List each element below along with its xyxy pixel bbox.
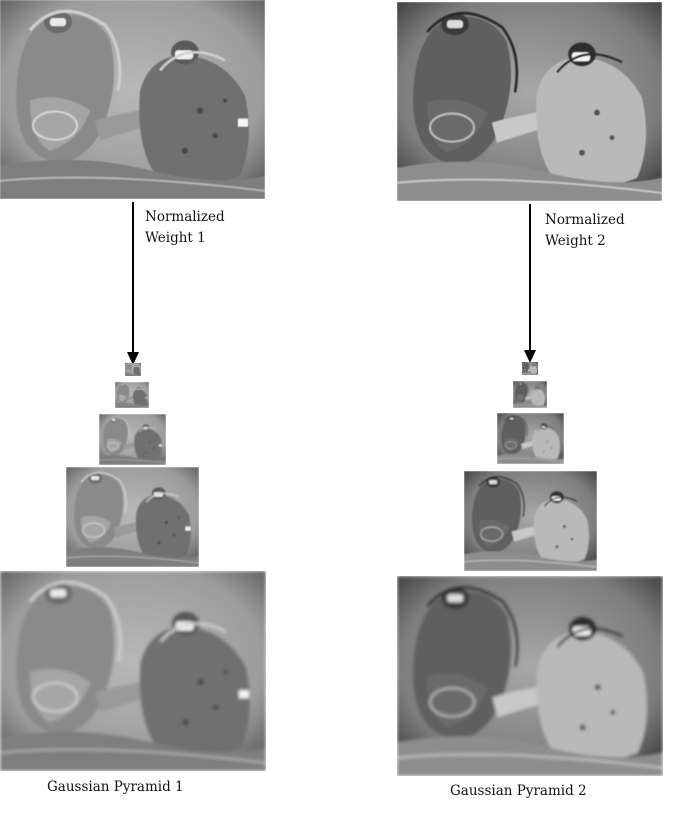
weight-1-label-line1: Normalized bbox=[145, 209, 225, 225]
pyramid-1-level-1-image bbox=[0, 571, 266, 771]
pyramid-2-level-4-image bbox=[513, 381, 547, 408]
weight-1-label-line2: Weight 1 bbox=[145, 230, 206, 246]
down-arrow-1 bbox=[127, 202, 139, 365]
weight-1-label: Normalized Weight 1 bbox=[145, 207, 225, 249]
pyramid-2-level-5-image bbox=[522, 362, 538, 375]
pyramid-2-level-5 bbox=[522, 362, 538, 375]
pyramid-1-level-2-image bbox=[66, 467, 199, 567]
normalized-weight-1-image bbox=[0, 0, 265, 199]
pyramid-1-level-2 bbox=[66, 467, 199, 567]
pyramid-1-level-5 bbox=[125, 363, 141, 376]
pyramid-1-level-4-image bbox=[115, 382, 149, 408]
gaussian-pyramid-2-caption: Gaussian Pyramid 2 bbox=[450, 783, 587, 799]
weight-1-diver-scene bbox=[0, 0, 265, 199]
pyramid-2-level-3 bbox=[497, 413, 564, 464]
gaussian-pyramid-1-caption: Gaussian Pyramid 1 bbox=[47, 779, 184, 795]
pyramid-2-level-1-image bbox=[397, 576, 663, 776]
weight-2-label: Normalized Weight 2 bbox=[545, 210, 625, 252]
pyramid-1-level-5-image bbox=[125, 363, 141, 376]
pyramid-2-level-3-image bbox=[497, 413, 564, 464]
pyramid-2-level-2-image bbox=[464, 471, 597, 571]
pyramid-1-level-3-image bbox=[99, 414, 166, 465]
pyramid-2-level-2 bbox=[464, 471, 597, 571]
pyramid-2-level-1 bbox=[397, 576, 663, 776]
weight-2-label-line2: Weight 2 bbox=[545, 233, 606, 249]
pyramid-2-level-4 bbox=[513, 381, 547, 408]
pyramid-1-level-1 bbox=[0, 571, 266, 771]
pyramid-1-level-4 bbox=[115, 382, 149, 408]
weight-2-label-line1: Normalized bbox=[545, 212, 625, 228]
down-arrow-2 bbox=[524, 204, 536, 363]
pyramid-1-level-3 bbox=[99, 414, 166, 465]
weight-2-diver-scene bbox=[397, 2, 662, 201]
normalized-weight-2-image bbox=[397, 2, 662, 201]
